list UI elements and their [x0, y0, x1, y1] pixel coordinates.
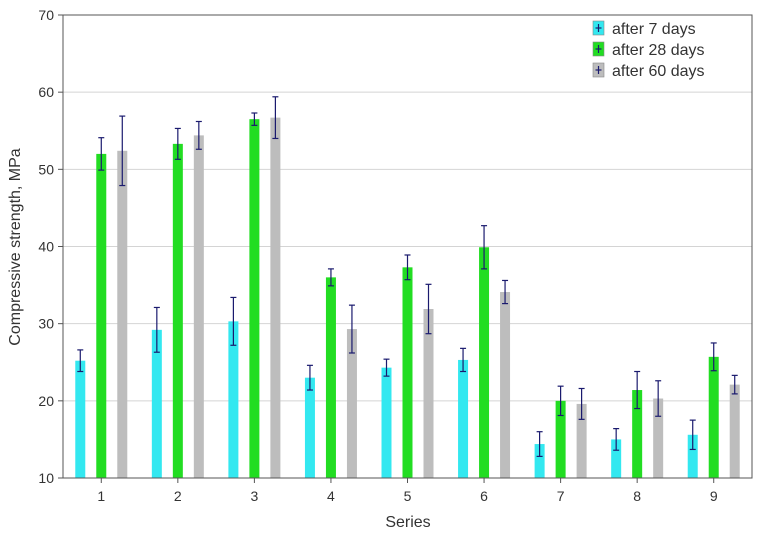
error-bar [195, 120, 202, 150]
bar-after-60-days-series-8 [653, 398, 664, 478]
y-tick-label: 70 [38, 7, 54, 23]
bar-after-7-days-series-1 [75, 360, 86, 478]
x-tick-label: 9 [710, 488, 718, 504]
x-tick-label: 7 [557, 488, 565, 504]
bar-after-60-days-series-7 [576, 403, 587, 478]
bar-after-60-days-series-1 [117, 150, 128, 478]
error-bar [251, 112, 258, 126]
bar-after-7-days-series-2 [151, 329, 162, 478]
error-bar [536, 431, 543, 457]
error-bar [404, 254, 411, 281]
bar-after-7-days-series-8 [611, 439, 622, 478]
error-bar [502, 279, 509, 305]
bar-after-7-days-series-9 [687, 434, 698, 478]
x-axis: 1 2 3 4 5 6 7 8 9 [97, 478, 718, 504]
error-bar [348, 304, 355, 354]
bar-after-28-days-series-3 [249, 119, 260, 479]
error-bar [710, 342, 717, 372]
bar-after-28-days-series-5 [402, 267, 413, 478]
error-bar [613, 428, 620, 451]
bar-after-28-days-series-1 [96, 153, 107, 478]
bar-after-60-days-series-3 [270, 117, 281, 479]
bar-after-7-days-series-4 [304, 377, 315, 478]
x-tick-label: 1 [97, 488, 105, 504]
x-tick-label: 6 [480, 488, 488, 504]
error-bar [306, 364, 313, 391]
bar-after-7-days-series-7 [534, 444, 545, 478]
error-bar [481, 225, 488, 270]
error-bar [119, 115, 126, 187]
y-axis-label: Compressive strength, MPa [7, 148, 24, 346]
y-axis: 10 20 30 40 50 60 70 [38, 7, 63, 486]
error-bar [557, 385, 564, 417]
x-tick-label: 8 [633, 488, 641, 504]
y-tick-label: 40 [38, 239, 54, 255]
error-bar [383, 358, 390, 377]
error-bar [731, 374, 738, 395]
y-tick-label: 60 [38, 84, 54, 100]
legend-label: after 7 days [612, 21, 696, 38]
x-tick-label: 5 [404, 488, 412, 504]
bars [75, 117, 740, 479]
y-tick-label: 10 [38, 470, 54, 486]
error-bar [272, 96, 279, 140]
error-bar [77, 349, 84, 373]
bar-after-28-days-series-7 [555, 400, 566, 478]
error-bar [634, 370, 641, 410]
bar-after-7-days-series-3 [228, 321, 239, 478]
error-bar [327, 268, 334, 287]
error-bar [655, 380, 662, 417]
bar-after-28-days-series-9 [708, 356, 719, 478]
y-tick-label: 20 [38, 393, 54, 409]
legend-label: after 60 days [612, 63, 705, 80]
error-bar [578, 387, 585, 420]
error-bar [689, 419, 696, 451]
bar-after-28-days-series-4 [325, 277, 336, 478]
error-bar [230, 296, 237, 346]
legend: after 7 days after 28 days after 60 days [592, 20, 705, 80]
bar-after-28-days-series-8 [632, 390, 643, 478]
bar-after-60-days-series-4 [346, 329, 357, 478]
error-bar [425, 283, 432, 335]
x-tick-label: 2 [174, 488, 182, 504]
error-bars [77, 96, 738, 457]
legend-label: after 28 days [612, 42, 705, 59]
bar-after-60-days-series-9 [729, 384, 740, 478]
x-tick-label: 4 [327, 488, 335, 504]
error-bar [153, 306, 160, 353]
bar-after-28-days-series-6 [479, 247, 490, 478]
bar-after-60-days-series-5 [423, 309, 434, 478]
error-bar [174, 127, 181, 160]
error-bar [460, 347, 467, 373]
y-tick-label: 30 [38, 316, 54, 332]
bar-after-7-days-series-6 [458, 359, 469, 478]
x-axis-label: Series [385, 514, 430, 531]
x-tick-label: 3 [250, 488, 258, 504]
bar-after-7-days-series-5 [381, 367, 392, 478]
error-bar [98, 137, 105, 171]
y-tick-label: 50 [38, 161, 54, 177]
bar-after-60-days-series-2 [193, 135, 204, 478]
bar-after-60-days-series-6 [500, 292, 511, 478]
bar-after-28-days-series-2 [172, 143, 183, 478]
